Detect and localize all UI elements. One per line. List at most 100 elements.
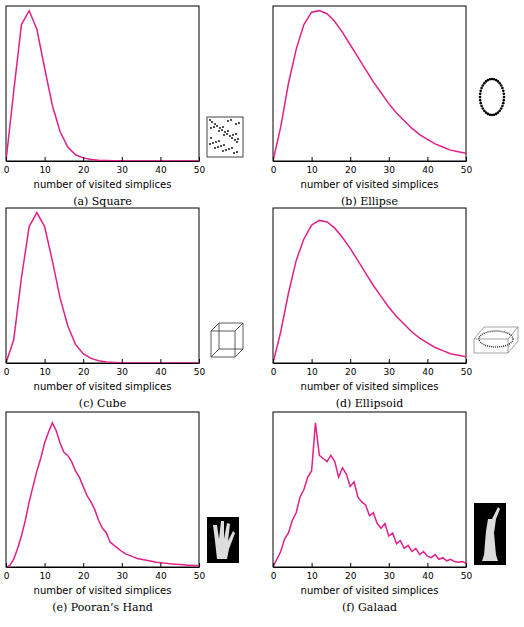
thumbnail xyxy=(474,327,518,353)
tick: 10 xyxy=(39,359,51,377)
tick-mark xyxy=(350,563,351,567)
tick: 0 xyxy=(271,359,277,377)
tick-mark xyxy=(45,157,46,161)
tick-label: 20 xyxy=(345,571,357,581)
tick-label: 10 xyxy=(306,367,318,377)
thumbnail xyxy=(207,517,239,563)
tick: 50 xyxy=(461,359,473,377)
tick-label: 0 xyxy=(271,571,277,581)
tick-mark xyxy=(160,359,161,363)
line xyxy=(6,213,199,363)
plot-area xyxy=(6,423,199,567)
tick: 10 xyxy=(306,563,318,581)
tick-mark xyxy=(427,157,428,161)
tick: 0 xyxy=(271,563,277,581)
plot-frame xyxy=(273,412,466,567)
tick-mark xyxy=(122,563,123,567)
tick-mark xyxy=(199,563,200,567)
tick-mark xyxy=(45,563,46,567)
tick-label: 50 xyxy=(194,367,206,377)
caption: (c) Cube xyxy=(79,397,126,410)
tick-mark xyxy=(389,359,390,363)
tick-label: 0 xyxy=(271,367,277,377)
tick-label: 30 xyxy=(117,165,129,175)
tick: 30 xyxy=(384,359,396,377)
tick-mark xyxy=(273,563,274,567)
tick-label: 30 xyxy=(384,165,396,175)
tick-label: 20 xyxy=(78,571,90,581)
line xyxy=(273,220,466,363)
tick: 20 xyxy=(345,359,357,377)
caption: (a) Square xyxy=(73,195,132,208)
tick: 0 xyxy=(4,563,10,581)
caption: (b) Ellipse xyxy=(341,195,398,208)
tick: 10 xyxy=(39,157,51,175)
tick-mark xyxy=(6,563,7,567)
caption: (f) Galaad xyxy=(342,601,397,614)
tick: 50 xyxy=(461,157,473,175)
x-axis-title: number of visited simplices xyxy=(301,179,439,190)
tick-label: 40 xyxy=(422,165,434,175)
plot-area xyxy=(273,11,466,161)
plot-frame xyxy=(273,208,466,363)
caption: (d) Ellipsoid xyxy=(336,397,404,410)
tick: 40 xyxy=(155,563,167,581)
tick-mark xyxy=(312,359,313,363)
tick: 30 xyxy=(117,157,129,175)
tick-label: 40 xyxy=(422,571,434,581)
tick-mark xyxy=(122,157,123,161)
tick: 30 xyxy=(117,563,129,581)
plot-area xyxy=(273,423,466,567)
x-axis-title: number of visited simplices xyxy=(34,585,172,596)
axis-line xyxy=(7,363,200,364)
tick: 40 xyxy=(155,157,167,175)
tick: 50 xyxy=(461,563,473,581)
tick-label: 20 xyxy=(345,367,357,377)
tick-label: 40 xyxy=(155,571,167,581)
tick-mark xyxy=(122,359,123,363)
tick: 10 xyxy=(306,157,318,175)
x-axis-title: number of visited simplices xyxy=(301,381,439,392)
tick: 20 xyxy=(78,359,90,377)
plot-area xyxy=(6,11,199,161)
tick-label: 40 xyxy=(155,367,167,377)
tick-mark xyxy=(466,563,467,567)
x-axis-title: number of visited simplices xyxy=(34,381,172,392)
x-axis: 01020304050 xyxy=(4,563,206,581)
x-axis: 0 10 20 30 40 50 xyxy=(271,563,473,581)
tick-mark xyxy=(160,157,161,161)
tick-label: 10 xyxy=(39,165,51,175)
tick: 10 xyxy=(306,359,318,377)
tick: 40 xyxy=(422,359,434,377)
thumbnail xyxy=(479,78,506,117)
tick-label: 20 xyxy=(345,165,357,175)
plot-area xyxy=(273,220,466,363)
tick-mark xyxy=(389,157,390,161)
tick-mark xyxy=(427,359,428,363)
tick-label: 0 xyxy=(4,367,10,377)
tick: 50 xyxy=(194,563,206,581)
tick: 30 xyxy=(117,359,129,377)
tick-mark xyxy=(466,359,467,363)
tick: 40 xyxy=(155,359,167,377)
tick-label: 20 xyxy=(78,367,90,377)
tick: 50 xyxy=(194,157,206,175)
panel: 01020304050number of visited simplices(e… xyxy=(4,412,239,614)
tick-label: 30 xyxy=(117,367,129,377)
panel: 0 10 20 30 40 50 number of visited simplices (d… xyxy=(271,208,518,410)
tick: 20 xyxy=(345,157,357,175)
tick-label: 40 xyxy=(155,165,167,175)
tick: 0 xyxy=(4,157,10,175)
tick-label: 0 xyxy=(4,165,10,175)
panel: 01020304050number of visited simplices(f… xyxy=(271,412,506,614)
tick: 0 xyxy=(4,359,10,377)
axis-line xyxy=(274,567,467,568)
tick-label: 20 xyxy=(78,165,90,175)
tick-label: 30 xyxy=(117,571,129,581)
line xyxy=(273,11,466,161)
tick: 30 xyxy=(384,563,396,581)
thumbnail xyxy=(474,503,506,565)
x-axis: 0 10 20 30 40 50 xyxy=(4,157,206,175)
axis-line xyxy=(7,567,200,568)
tick-mark xyxy=(160,563,161,567)
